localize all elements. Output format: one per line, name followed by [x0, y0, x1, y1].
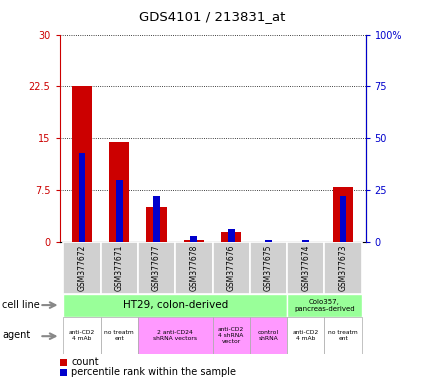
Bar	[138, 317, 212, 354]
Bar	[324, 242, 362, 294]
Bar	[228, 230, 235, 242]
Bar	[324, 317, 362, 354]
Bar	[265, 240, 272, 242]
Text: control
shRNA: control shRNA	[258, 330, 279, 341]
Bar	[250, 317, 287, 354]
Text: GSM377675: GSM377675	[264, 245, 273, 291]
Bar	[287, 317, 324, 354]
Bar	[175, 242, 212, 294]
Bar	[72, 86, 92, 242]
Bar	[190, 236, 197, 242]
Text: Colo357,
pancreas-derived: Colo357, pancreas-derived	[294, 299, 355, 312]
Bar	[63, 317, 101, 354]
Bar	[340, 196, 346, 242]
Text: anti-CD2
4 shRNA
vector: anti-CD2 4 shRNA vector	[218, 327, 244, 344]
Text: anti-CD2
4 mAb: anti-CD2 4 mAb	[293, 330, 319, 341]
Bar	[221, 232, 241, 242]
Bar	[101, 242, 138, 294]
Text: cell line: cell line	[2, 300, 40, 310]
Bar	[153, 196, 160, 242]
Text: GSM377678: GSM377678	[190, 245, 198, 291]
Text: GDS4101 / 213831_at: GDS4101 / 213831_at	[139, 10, 286, 23]
Text: HT29, colon-derived: HT29, colon-derived	[122, 300, 228, 310]
Text: 2 anti-CD24
shRNA vectors: 2 anti-CD24 shRNA vectors	[153, 330, 197, 341]
Bar	[250, 242, 287, 294]
Text: no treatm
ent: no treatm ent	[328, 330, 358, 341]
Text: GSM377673: GSM377673	[339, 245, 348, 291]
Text: GSM377674: GSM377674	[301, 245, 310, 291]
Bar	[303, 240, 309, 242]
Text: GSM377677: GSM377677	[152, 245, 161, 291]
Text: GSM377672: GSM377672	[77, 245, 86, 291]
Text: agent: agent	[2, 330, 30, 340]
Bar	[212, 317, 250, 354]
Bar	[184, 240, 204, 242]
Bar	[333, 187, 353, 242]
Bar	[109, 142, 130, 242]
Bar	[63, 294, 287, 317]
Text: count: count	[71, 357, 99, 367]
Text: anti-CD2
4 mAb: anti-CD2 4 mAb	[69, 330, 95, 341]
Text: GSM377671: GSM377671	[115, 245, 124, 291]
Bar	[63, 242, 101, 294]
Bar	[138, 242, 175, 294]
Text: percentile rank within the sample: percentile rank within the sample	[71, 367, 236, 377]
Bar	[287, 242, 324, 294]
Bar	[116, 180, 122, 242]
Text: no treatm
ent: no treatm ent	[104, 330, 134, 341]
Bar	[146, 207, 167, 242]
Bar	[79, 153, 85, 242]
Bar	[101, 317, 138, 354]
Bar	[212, 242, 250, 294]
Text: GSM377676: GSM377676	[227, 245, 235, 291]
Bar	[287, 294, 362, 317]
